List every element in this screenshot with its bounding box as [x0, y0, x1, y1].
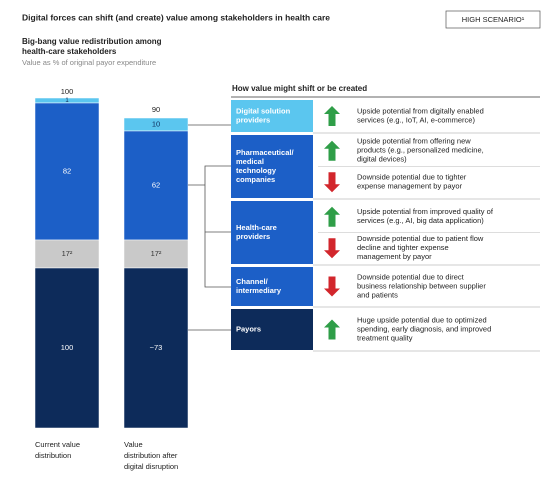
down-arrow [324, 172, 340, 193]
stakeholder-name: Pharmaceutical/ [236, 148, 294, 157]
item-text: business relationship between supplier [357, 281, 486, 290]
item-text: Upside potential from improved quality o… [357, 207, 494, 216]
item-text: digital devices) [357, 155, 407, 164]
segment-label: 1 [65, 98, 69, 104]
stakeholder-box [231, 135, 313, 198]
item-text: Upside potential from digitally enabled [357, 106, 484, 115]
up-arrow [324, 140, 340, 161]
down-arrow [324, 276, 340, 297]
stakeholder-box [231, 309, 313, 350]
segment [34, 102, 100, 241]
up-arrow [324, 206, 340, 227]
column-total: 90 [152, 105, 160, 114]
segment-label: 10 [152, 119, 160, 128]
segment-label: ~73 [150, 343, 163, 352]
stakeholder-name: companies [236, 175, 275, 184]
stakeholder-name: intermediary [236, 286, 282, 295]
item-text: decline and tighter expense [357, 243, 449, 252]
stakeholder-name: Payors [236, 324, 261, 333]
stakeholder-box [231, 267, 313, 306]
stakeholder-name: technology [236, 166, 277, 175]
item-text: management by payor [357, 252, 432, 261]
segment [34, 267, 100, 429]
stakeholder-box [231, 201, 313, 264]
stakeholder-name: medical [236, 157, 264, 166]
item-text: products (e.g., personalized medicine, [357, 146, 484, 155]
stakeholder-box [231, 100, 313, 132]
item-text: spending, early diagnosis, and improved [357, 324, 491, 333]
up-arrow [324, 106, 340, 126]
item-text: Downside potential due to tighter [357, 173, 467, 182]
column-label: distribution [35, 451, 71, 460]
item-text: Downside potential due to direct [357, 272, 465, 281]
stakeholder-name: providers [236, 232, 270, 241]
column-label: digital disruption [124, 462, 178, 471]
segment [123, 267, 189, 429]
column-label: distribution after [124, 451, 178, 460]
stakeholder-name: providers [236, 115, 270, 124]
column-label: Value [124, 440, 143, 449]
item-text: Downside potential due to patient flow [357, 234, 484, 243]
item-text: Huge upside potential due to optimized [357, 315, 487, 324]
title: Digital forces can shift (and create) va… [22, 12, 330, 22]
stakeholder-name: Health-care [236, 223, 277, 232]
connector [204, 165, 231, 288]
segment-label: 82 [63, 166, 71, 175]
item-text: Upside potential from offering new [357, 137, 471, 146]
stakeholder-name: Channel/ [236, 277, 269, 286]
stakeholder-name: Digital solution [236, 106, 291, 115]
subtitle: Big-bang value redistribution among [22, 37, 162, 46]
panel-heading: How value might shift or be created [232, 84, 367, 93]
note: Value as % of original payor expenditure [22, 58, 156, 67]
segment-label: 17² [62, 249, 73, 258]
item-text: and patients [357, 290, 398, 299]
segment-label: 62 [152, 180, 160, 189]
up-arrow [324, 319, 340, 340]
segment [34, 239, 100, 269]
item-text: treatment quality [357, 333, 413, 342]
column-label: Current value [35, 440, 80, 449]
item-text: services (e.g., IoT, AI, e-commerce) [357, 115, 475, 124]
item-text: expense management by payor [357, 182, 463, 191]
item-text: services (e.g., AI, big data application… [357, 216, 484, 225]
subtitle: health-care stakeholders [22, 47, 117, 56]
column-total: 100 [61, 87, 74, 96]
badge: HIGH SCENARIO¹ [462, 15, 525, 24]
segment-label: 100 [61, 343, 74, 352]
segment-label: 17² [151, 249, 162, 258]
down-arrow [324, 238, 340, 259]
badge-box [445, 10, 541, 29]
